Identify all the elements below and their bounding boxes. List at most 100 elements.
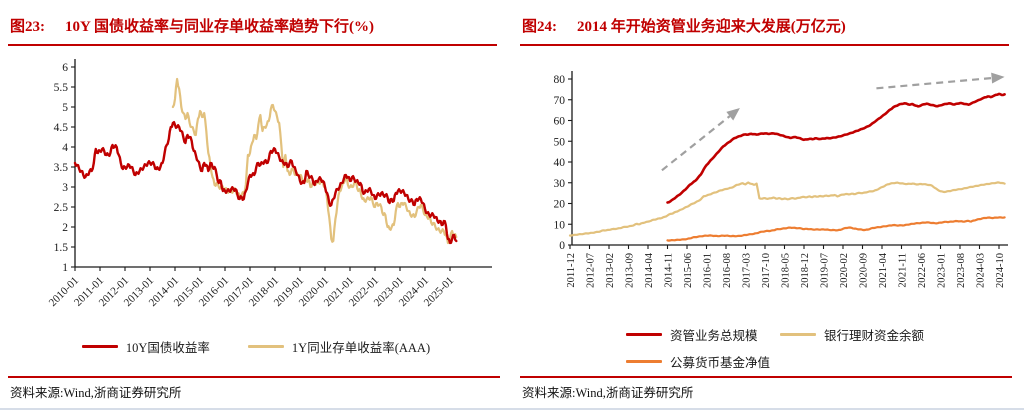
legend-line-swatch bbox=[626, 360, 662, 363]
trend-arrow-line bbox=[661, 115, 731, 172]
x-tick-label: 2024-10 bbox=[995, 253, 1006, 288]
x-tick-label: 2014-01 bbox=[147, 275, 181, 309]
legend-row: 资管业务总规模 银行理财资金余额 bbox=[626, 325, 924, 344]
source-note: 资料来源:Wind,浙商证券研究所 bbox=[522, 386, 694, 400]
y-tick-label: 3.5 bbox=[54, 162, 69, 174]
y-tick-label: 2 bbox=[62, 222, 68, 234]
x-tick-label: 2015-01 bbox=[172, 275, 206, 309]
x-tick-label: 2022-01 bbox=[347, 275, 381, 309]
x-tick-label: 2020-02 bbox=[839, 253, 850, 288]
y-tick-label: 3 bbox=[62, 182, 68, 194]
x-tick-label: 2018-01 bbox=[247, 275, 281, 309]
x-tick-label: 2017-01 bbox=[222, 275, 256, 309]
legend-item: 资管业务总规模 bbox=[626, 325, 780, 344]
legend-row: 公募货币基金净值 bbox=[626, 352, 770, 371]
series-line-0 bbox=[666, 92, 1006, 204]
series-line-1 bbox=[568, 181, 1006, 237]
trend-arrow-head bbox=[726, 108, 740, 121]
x-tick-label: 2019-07 bbox=[820, 253, 831, 288]
x-tick-label: 2018-05 bbox=[781, 253, 792, 288]
x-tick-label: 2010-01 bbox=[47, 275, 81, 309]
x-tick-label: 2018-12 bbox=[800, 253, 811, 288]
page-bottom-divider bbox=[0, 408, 1024, 410]
legend-item: 10Y国债收益率 bbox=[81, 337, 210, 356]
y-tick-label: 60 bbox=[554, 116, 566, 128]
x-tick-label: 2016-01 bbox=[703, 253, 714, 288]
x-tick-label: 2021-01 bbox=[322, 275, 356, 309]
series-line-2 bbox=[666, 216, 1006, 242]
x-tick-label: 2013-01 bbox=[122, 275, 156, 309]
x-tick-label: 2014-11 bbox=[664, 253, 675, 288]
legend-label: 资管业务总规模 bbox=[670, 329, 758, 343]
figure-23-legend: 10Y国债收益率 1Y同业存单收益率(AAA) bbox=[0, 337, 512, 356]
trend-arrow-head bbox=[991, 72, 1005, 84]
y-tick-label: 1.5 bbox=[54, 242, 69, 254]
x-tick-label: 2020-01 bbox=[297, 275, 331, 309]
legend-item: 公募货币基金净值 bbox=[626, 352, 770, 371]
y-tick-label: 10 bbox=[554, 219, 566, 231]
title-underline bbox=[520, 44, 1009, 46]
legend-item: 1Y同业存单收益率(AAA) bbox=[247, 337, 431, 356]
legend-line-swatch bbox=[626, 333, 662, 336]
y-tick-label: 1 bbox=[62, 262, 68, 274]
x-tick-label: 2017-10 bbox=[761, 253, 772, 288]
x-tick-label: 2011-01 bbox=[72, 275, 106, 309]
trend-arrow-line bbox=[876, 76, 992, 90]
x-tick-label: 2019-01 bbox=[272, 275, 306, 309]
figure-24-label: 图24: bbox=[522, 19, 557, 35]
x-tick-label: 2012-07 bbox=[586, 253, 597, 288]
y-tick-label: 20 bbox=[554, 199, 566, 211]
figure-24-title-text: 2014 年开始资管业务迎来大发展(万亿元) bbox=[577, 19, 846, 35]
figure-24-legend: 资管业务总规模 银行理财资金余额 公募货币基金净值 bbox=[626, 325, 924, 371]
y-tick-label: 40 bbox=[554, 157, 566, 169]
x-tick-label: 2015-06 bbox=[683, 253, 694, 288]
y-tick-label: 2.5 bbox=[54, 202, 69, 214]
legend-line-swatch bbox=[780, 333, 816, 336]
legend-item: 银行理财资金余额 bbox=[780, 325, 924, 344]
y-tick-label: 5 bbox=[62, 102, 68, 114]
figure-23-title-text: 10Y 国债收益率与同业存单收益率趋势下行(%) bbox=[65, 19, 375, 35]
series-line-1 bbox=[171, 77, 458, 245]
title-underline bbox=[8, 44, 497, 46]
x-tick-label: 2022-06 bbox=[917, 253, 928, 288]
legend-line-swatch bbox=[81, 345, 118, 348]
x-tick-label: 2017-03 bbox=[742, 253, 753, 288]
y-tick-label: 4.5 bbox=[54, 122, 69, 134]
x-tick-label: 2020-09 bbox=[859, 253, 870, 288]
x-tick-label: 2023-01 bbox=[372, 275, 406, 309]
x-tick-label: 2016-08 bbox=[722, 253, 733, 288]
x-tick-label: 2014-04 bbox=[644, 252, 655, 288]
series-line-0 bbox=[73, 120, 458, 245]
figure-23-panel: 图23: 10Y 国债收益率与同业存单收益率趋势下行(%) 1 1.5 2 2.5 3 3… bbox=[0, 15, 512, 400]
x-tick-label: 2013-09 bbox=[625, 253, 636, 288]
legend-label: 公募货币基金净值 bbox=[670, 356, 771, 370]
figure-24-panel: 图24: 2014 年开始资管业务迎来大发展(万亿元) 0 10 20 30 40 50 6… bbox=[512, 0, 1024, 410]
source-note: 资料来源:Wind,浙商证券研究所 bbox=[10, 386, 182, 400]
y-tick-label: 30 bbox=[554, 178, 566, 190]
y-tick-label: 70 bbox=[554, 95, 566, 107]
legend-line-swatch bbox=[247, 345, 284, 348]
figure-23-title: 图23: 10Y 国债收益率与同业存单收益率趋势下行(%) bbox=[10, 15, 374, 36]
y-tick-label: 4 bbox=[62, 142, 68, 154]
x-tick-label: 2024-03 bbox=[976, 253, 987, 288]
x-tick-label: 2021-04 bbox=[878, 252, 889, 288]
x-tick-label: 2023-08 bbox=[956, 253, 967, 288]
y-tick-label: 80 bbox=[554, 74, 566, 86]
y-tick-label: 50 bbox=[554, 136, 566, 148]
legend-label: 银行理财资金余额 bbox=[824, 329, 925, 343]
figure-23-label: 图23: bbox=[10, 19, 45, 35]
x-tick-label: 2013-02 bbox=[605, 253, 616, 288]
x-tick-label: 2025-01 bbox=[422, 275, 456, 309]
y-tick-label: 5.5 bbox=[54, 82, 69, 94]
y-tick-label: 6 bbox=[62, 62, 68, 74]
legend-label: 10Y国债收益率 bbox=[125, 341, 210, 355]
source-rule bbox=[520, 376, 1012, 378]
y-tick-label: 0 bbox=[559, 240, 565, 252]
x-tick-label: 2023-01 bbox=[937, 253, 948, 288]
source-rule bbox=[8, 376, 500, 378]
figure-24-title: 图24: 2014 年开始资管业务迎来大发展(万亿元) bbox=[522, 15, 846, 36]
x-tick-label: 2024-01 bbox=[397, 275, 431, 309]
legend-label: 1Y同业存单收益率(AAA) bbox=[291, 341, 431, 355]
x-tick-label: 2012-01 bbox=[97, 275, 131, 309]
